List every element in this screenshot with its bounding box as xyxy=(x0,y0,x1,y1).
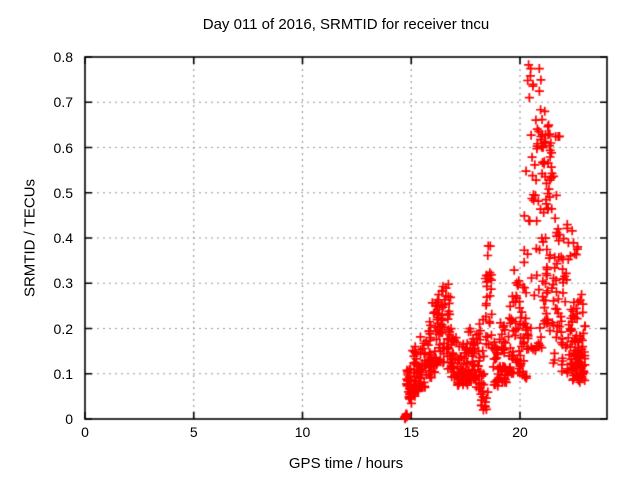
x-tick-label: 0 xyxy=(81,424,89,440)
x-tick-label: 5 xyxy=(189,424,198,440)
y-tick-label: 0.3 xyxy=(53,275,73,292)
x-axis-label: GPS time / hours xyxy=(288,455,404,472)
y-tick-label: 0.1 xyxy=(53,365,73,382)
x-tick-label: 15 xyxy=(403,424,420,440)
y-tick-label: 0.5 xyxy=(53,184,73,201)
y-tick-label: 0.2 xyxy=(53,320,73,337)
y-tick-label: 0.4 xyxy=(53,230,73,246)
y-tick-label: 0 xyxy=(65,411,73,427)
y-tick-label: 0.8 xyxy=(53,49,73,65)
chart-title: Day 011 of 2016, SRMTID for receiver tnc… xyxy=(202,16,490,33)
x-tick-label: 20 xyxy=(512,424,528,440)
y-tick-label: 0.6 xyxy=(53,139,73,156)
y-tick-label: 0.7 xyxy=(53,94,73,111)
x-tick-label: 10 xyxy=(294,424,311,440)
